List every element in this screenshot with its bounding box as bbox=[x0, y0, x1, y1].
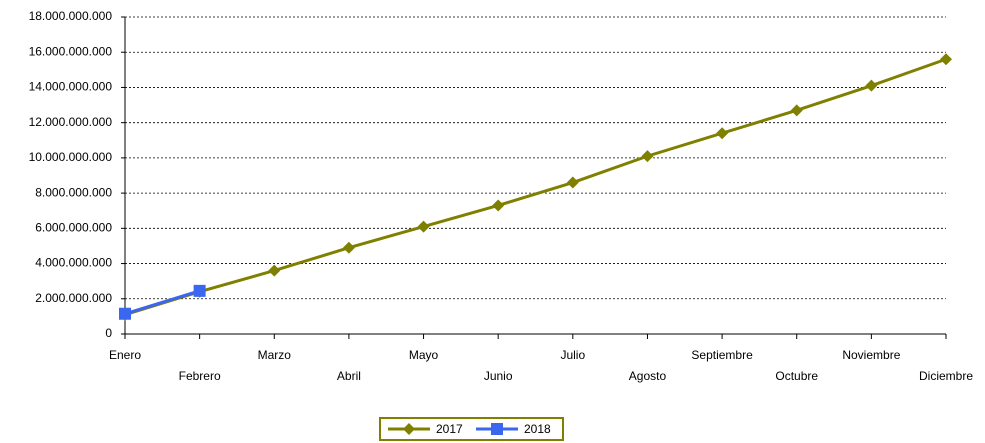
point bbox=[193, 284, 206, 297]
point bbox=[790, 104, 803, 117]
point bbox=[492, 199, 505, 212]
x-tick-label: Octubre bbox=[775, 369, 818, 383]
x-tick-label: Junio bbox=[484, 369, 513, 383]
x-tick-label: Abril bbox=[337, 369, 361, 383]
legend-marker bbox=[491, 423, 503, 435]
y-tick-label: 4.000.000.000 bbox=[35, 256, 112, 270]
point bbox=[865, 79, 878, 92]
y-tick-label: 16.000.000.000 bbox=[29, 44, 113, 58]
y-tick-label: 6.000.000.000 bbox=[35, 221, 112, 235]
point bbox=[268, 264, 281, 277]
point bbox=[417, 220, 430, 233]
y-tick-label: 18.000.000.000 bbox=[29, 9, 113, 23]
legend-marker bbox=[403, 423, 415, 435]
legend-label: 2018 bbox=[524, 422, 551, 436]
y-tick-label: 10.000.000.000 bbox=[29, 150, 113, 164]
point bbox=[641, 150, 654, 163]
x-tick-label: Marzo bbox=[258, 348, 292, 362]
point bbox=[119, 307, 131, 320]
x-tick-label: Septiembre bbox=[691, 348, 753, 362]
y-tick-label: 12.000.000.000 bbox=[29, 115, 113, 129]
point bbox=[566, 176, 579, 189]
point bbox=[342, 241, 355, 254]
series-line bbox=[124, 57, 947, 317]
x-tick-label: Febrero bbox=[179, 369, 221, 383]
x-tick-label: Mayo bbox=[409, 348, 439, 362]
x-tick-label: Enero bbox=[109, 348, 141, 362]
legend-label: 2017 bbox=[436, 422, 463, 436]
x-tick-label: Agosto bbox=[629, 369, 667, 383]
legend-box bbox=[379, 417, 564, 441]
y-tick-label: 14.000.000.000 bbox=[29, 80, 113, 94]
x-tick-label: Julio bbox=[560, 348, 585, 362]
series-line bbox=[124, 289, 201, 316]
y-tick-label: 0 bbox=[105, 326, 112, 340]
point bbox=[716, 127, 729, 140]
point bbox=[940, 53, 952, 66]
x-tick-label: Diciembre bbox=[919, 369, 973, 383]
y-tick-label: 2.000.000.000 bbox=[35, 291, 112, 305]
x-tick-label: Noviembre bbox=[842, 348, 900, 362]
y-tick-label: 8.000.000.000 bbox=[35, 185, 112, 199]
